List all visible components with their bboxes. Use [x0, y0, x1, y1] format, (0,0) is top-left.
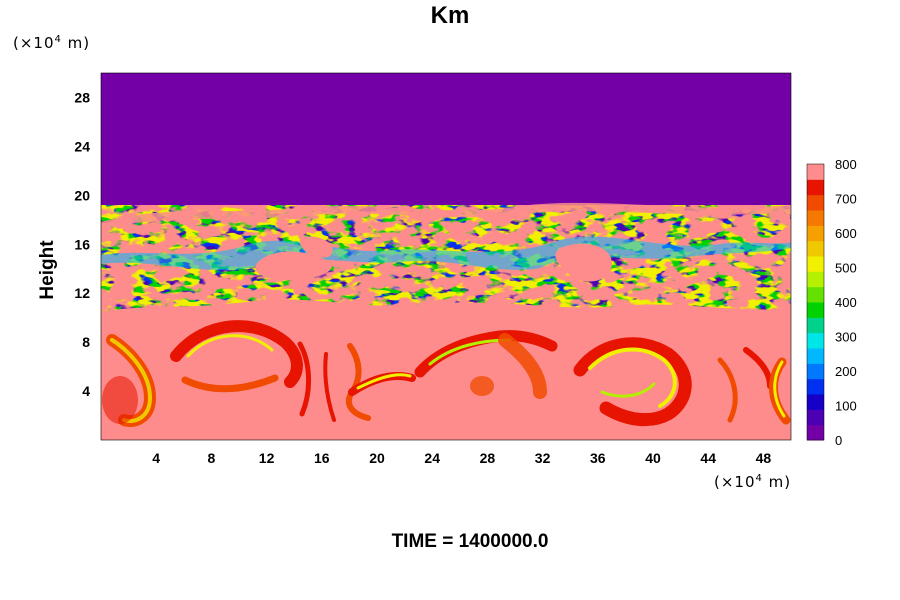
lower-layer-region	[101, 299, 791, 440]
colorbar-tick-label: 0	[835, 433, 842, 448]
x-tick-label: 4	[152, 450, 160, 466]
colorbar-frame	[806, 163, 825, 441]
chart-title: Km	[430, 2, 470, 29]
colorbar-swatch	[807, 286, 824, 303]
x-tick-label: 16	[314, 450, 330, 466]
colorbar-swatch	[807, 164, 824, 180]
plot-area	[101, 73, 791, 440]
colorbar-swatch	[807, 302, 824, 318]
colorbar-tick-label: 700	[835, 192, 857, 207]
colorbar-swatch	[807, 194, 824, 211]
colorbar-swatch	[807, 394, 824, 410]
colorbar-tick-label: 300	[835, 330, 857, 345]
x-tick-label: 8	[208, 450, 216, 466]
x-tick-label: 20	[369, 450, 385, 466]
x-tick-label: 32	[535, 450, 551, 466]
colorbar-swatch	[807, 240, 824, 257]
colorbar-swatch	[807, 225, 824, 242]
y-tick-label: 16	[74, 236, 90, 252]
colorbar-tick-label: 100	[835, 399, 857, 414]
colorbar-swatch	[807, 378, 824, 395]
colorbar-swatch	[807, 348, 824, 364]
colorbar-tick-label: 800	[835, 157, 857, 172]
x-tick-label: 24	[424, 450, 440, 466]
colorbar-swatch	[807, 210, 824, 226]
colorbar-swatch	[807, 363, 824, 380]
y-tick-label: 12	[74, 285, 90, 301]
x-tick-label: 12	[259, 450, 275, 466]
turbulent-band	[101, 202, 791, 313]
colorbar-swatch	[807, 179, 824, 196]
colorbar: 0 100 200 300 400 500 600 700 800	[806, 157, 857, 448]
x-tick-label: 44	[700, 450, 716, 466]
colorbar-tick-label: 600	[835, 226, 857, 241]
y-tick-label: 20	[74, 187, 90, 203]
x-tick-label: 48	[756, 450, 772, 466]
y-tick-label: 28	[74, 89, 90, 105]
colorbar-swatch	[807, 256, 824, 272]
plot-frame	[100, 72, 792, 441]
y-tick-label: 24	[74, 138, 90, 154]
colorbar-swatch	[807, 271, 824, 288]
x-tick-label: 28	[480, 450, 496, 466]
time-label: TIME = 1400000.0	[391, 531, 549, 552]
y-tick-label: 4	[82, 383, 90, 399]
x-tick-label: 36	[590, 450, 606, 466]
colorbar-swatch	[807, 424, 824, 441]
colorbar-tick-label: 500	[835, 261, 857, 276]
x-axis-ticks: 4 8 12 16 20 24 28 32 36 40 44 48	[152, 450, 771, 466]
colorbar-tick-label: 200	[835, 364, 857, 379]
y-axis-ticks: 4 8 12 16 20 24 28	[74, 89, 90, 399]
y-tick-label: 8	[82, 334, 90, 350]
colorbar-swatch	[807, 409, 824, 426]
colorbar-swatch	[807, 317, 824, 334]
x-tick-label: 40	[645, 450, 661, 466]
colorbar-tick-label: 400	[835, 295, 857, 310]
colorbar-swatch	[807, 332, 824, 349]
x-axis-unit: (×104 m)	[714, 473, 792, 491]
y-axis-unit: (×104 m)	[13, 34, 91, 52]
